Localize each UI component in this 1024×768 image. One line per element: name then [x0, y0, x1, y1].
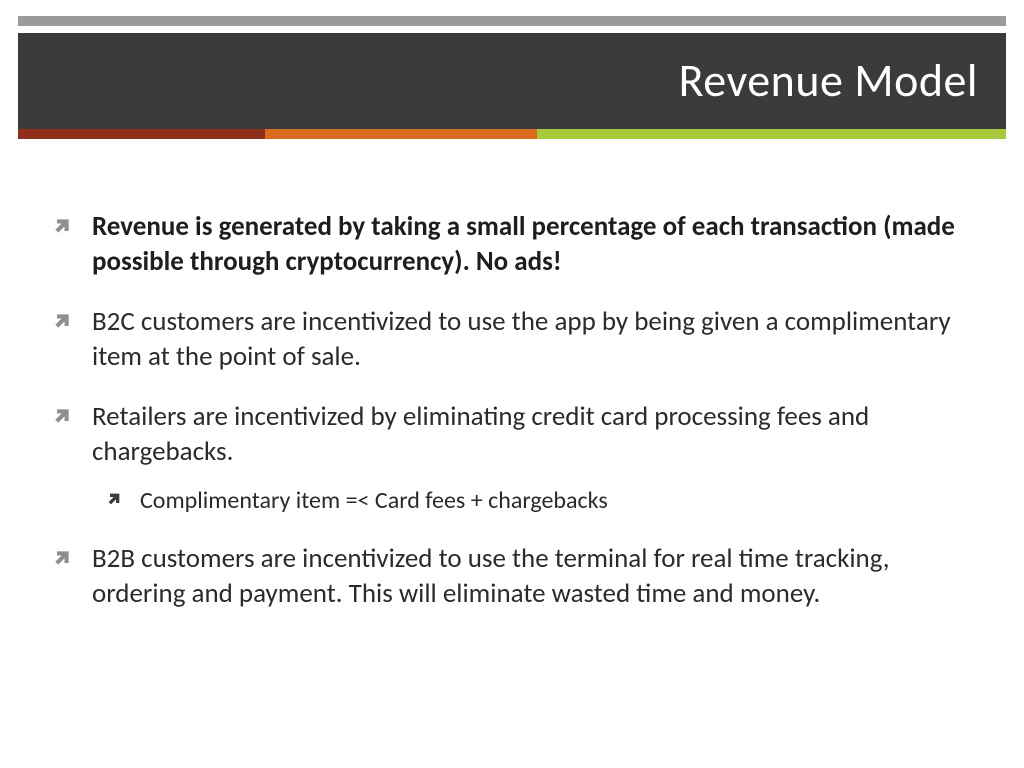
accent-segment: [265, 129, 537, 139]
title-band: Revenue Model: [18, 33, 1006, 129]
arrow-icon: [52, 311, 74, 331]
bullet-text: B2B customers are incentivized to use th…: [92, 542, 976, 611]
bullet-item: Retailers are incentivized by eliminatin…: [52, 400, 976, 469]
bullet-item: B2C customers are incentivized to use th…: [52, 305, 976, 374]
accent-segment: [537, 129, 1006, 139]
arrow-icon: [106, 491, 124, 512]
sub-bullet-item: Complimentary item =< Card fees + charge…: [106, 485, 976, 516]
accent-segment: [18, 129, 265, 139]
arrow-icon: [52, 216, 74, 236]
bullet-item: B2B customers are incentivized to use th…: [52, 542, 976, 611]
slide-title: Revenue Model: [679, 53, 978, 109]
bullet-text: B2C customers are incentivized to use th…: [92, 305, 976, 374]
sub-bullet-text: Complimentary item =< Card fees + charge…: [140, 485, 608, 516]
arrow-icon: [52, 406, 74, 426]
accent-bar: [18, 129, 1006, 139]
bullet-text: Retailers are incentivized by eliminatin…: [92, 400, 976, 469]
top-stripe: [18, 16, 1006, 26]
content-area: Revenue is generated by taking a small p…: [52, 210, 976, 638]
arrow-icon: [52, 548, 74, 568]
bullet-item: Revenue is generated by taking a small p…: [52, 210, 976, 279]
slide: Revenue Model Revenue is generated by ta…: [0, 0, 1024, 768]
bullet-text: Revenue is generated by taking a small p…: [92, 210, 976, 279]
